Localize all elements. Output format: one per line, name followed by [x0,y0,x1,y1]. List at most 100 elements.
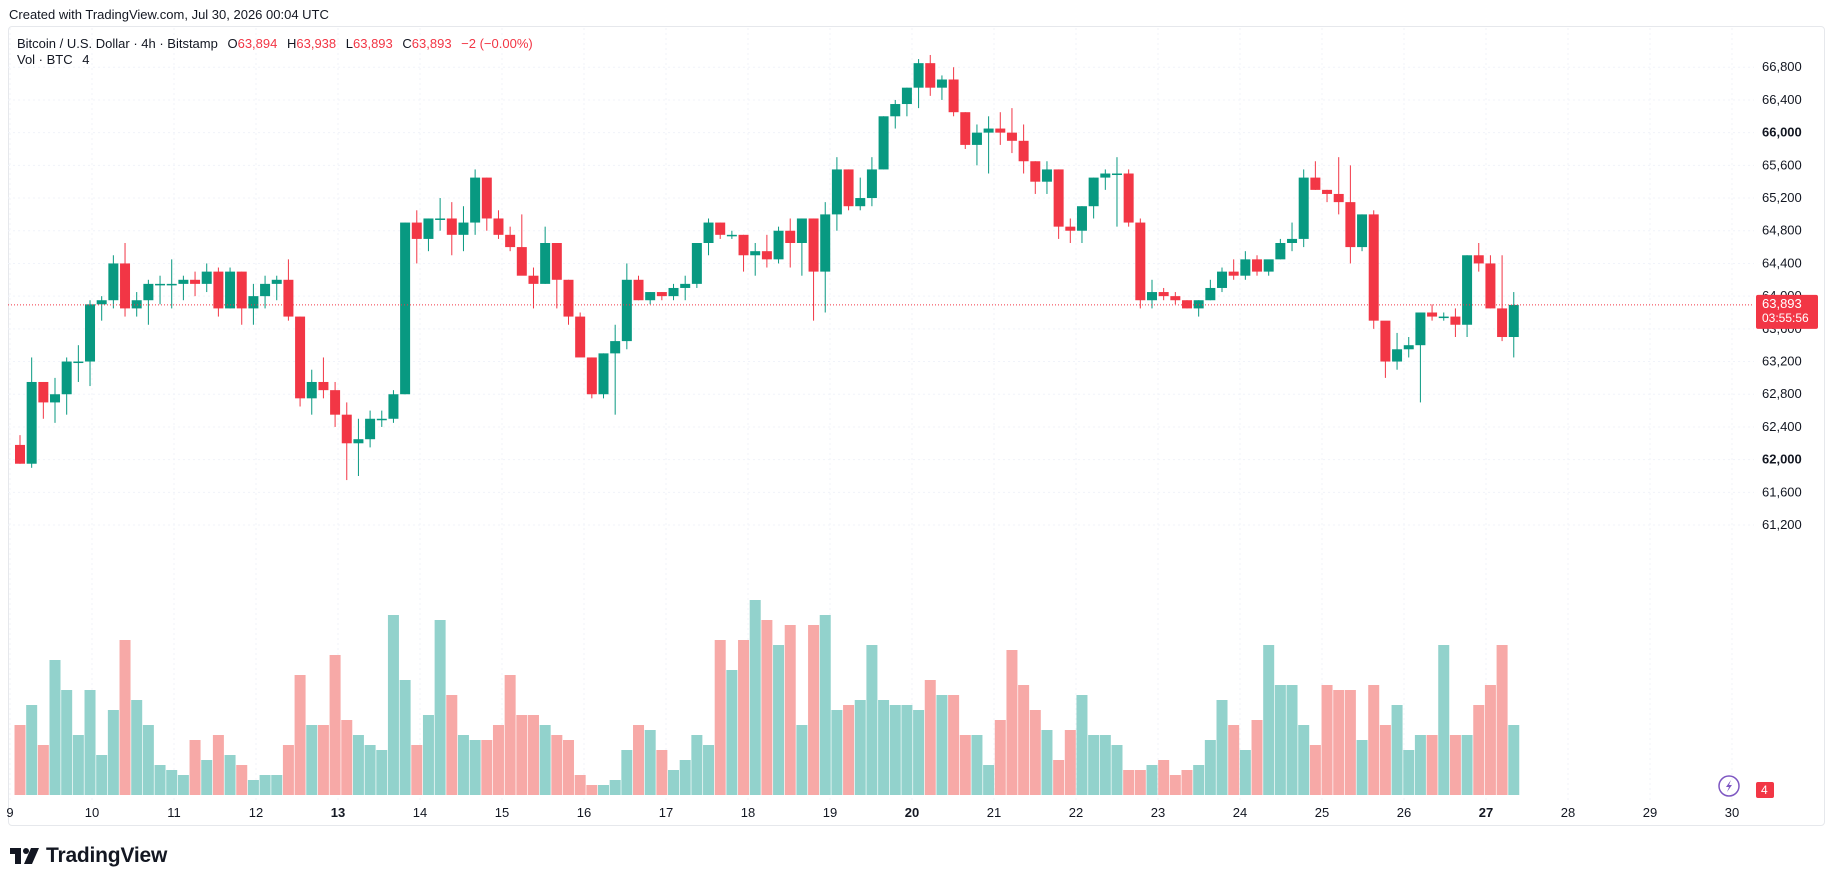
volume-bar [936,695,948,795]
volume-bar [1018,685,1030,795]
volume-bar [644,730,656,795]
volume-bar [1484,685,1496,795]
candle-body [201,271,212,284]
tradingview-brand[interactable]: TradingView [10,844,167,868]
candle-body [330,390,341,415]
candle-body [610,341,621,354]
candle-body [1158,292,1169,297]
candle-body [1123,173,1134,223]
candle-body [178,279,189,284]
volume-bar [959,735,971,795]
candle-body [796,218,807,244]
volume-bar [784,625,796,795]
volume-bar [598,785,609,795]
volume-bar [201,760,213,795]
time-tick-label: 30 [1725,805,1739,820]
volume-bar [1204,740,1216,795]
volume-bar [1041,730,1053,795]
price-tick-label: 62,400 [1762,419,1802,434]
volume-bar [72,735,84,795]
price-tick-label: 61,600 [1762,484,1802,499]
candle-body [190,279,201,284]
candle-body [878,116,889,170]
candle-body [341,414,352,444]
volume-bar [306,725,318,795]
volume-bar [49,660,61,795]
time-tick-label: 29 [1643,805,1657,820]
volume-bar [761,620,773,795]
candle-body [1485,263,1496,309]
volume-bar [411,745,423,795]
candle-body [271,279,282,284]
volume-bar [609,780,621,795]
candle-body [575,316,586,358]
candle-body [668,287,679,297]
volume-bar [1473,705,1485,795]
candle-body [808,218,819,272]
candle-body [1228,271,1239,276]
volume-bar [621,750,633,795]
candle-body [1462,255,1473,325]
volume-bar [119,640,131,795]
time-tick-label: 20 [905,805,919,820]
candle-body [960,112,971,145]
volume-label[interactable]: Vol · BTC [17,52,73,67]
volume-bar [574,775,586,795]
volume-bar [107,710,119,795]
volume-bar [131,700,143,795]
volume-bar [224,755,236,795]
volume-bars [14,600,1520,795]
volume-bar [481,740,493,795]
volume-bar [1251,720,1263,795]
candle-body [936,79,947,88]
time-tick-label: 22 [1069,805,1083,820]
candle-body [1182,300,1192,309]
candle-body [1368,214,1379,321]
candle-body [260,283,271,297]
candle-body [365,418,376,440]
price-tick-label: 65,600 [1762,157,1802,172]
time-tick-label: 15 [495,805,509,820]
change-value: −2 (−0.00%) [461,36,533,51]
volume-bar [1193,765,1205,795]
symbol-legend: Bitcoin / U.S. Dollar · 4h · Bitstamp O 6… [17,35,533,52]
candle-body [388,394,399,419]
candle-body [143,283,154,301]
volume-bar [1239,750,1251,795]
volume-bar [726,670,738,795]
symbol-name[interactable]: Bitcoin / U.S. Dollar · 4h · Bitstamp [17,36,218,51]
volume-bar [236,765,248,795]
candle-body [318,381,329,391]
volume-bar [1403,750,1415,795]
volume-bar [633,725,645,795]
volume-bar [866,645,878,795]
candle-body [773,230,784,260]
candle-body [1006,132,1017,141]
volume-bar [1449,735,1461,795]
candle-body [50,394,61,403]
volume-bar [983,765,995,795]
volume-bar [703,745,715,795]
volume-bar [1099,735,1111,795]
open-label: O [227,36,238,51]
volume-bar [971,735,983,795]
candle-body [1333,193,1344,203]
candle-body [26,381,37,464]
lightning-icon[interactable] [1718,775,1740,797]
volume-bar [901,705,913,795]
time-tick-label: 21 [987,805,1001,820]
high-label: H [286,36,297,51]
price-tick-label: 66,800 [1762,59,1802,74]
volume-bar [1508,725,1520,795]
volume-bar [422,715,434,795]
price-tick-label: 61,200 [1762,517,1802,532]
candle-body [236,271,247,309]
low-value: 63,893 [353,36,393,51]
candle-body [831,169,842,215]
candle-body [1252,259,1263,272]
candle-body [423,218,434,239]
candle-body [1263,259,1274,272]
close-label: C [402,36,412,51]
volume-bar [1286,685,1298,795]
